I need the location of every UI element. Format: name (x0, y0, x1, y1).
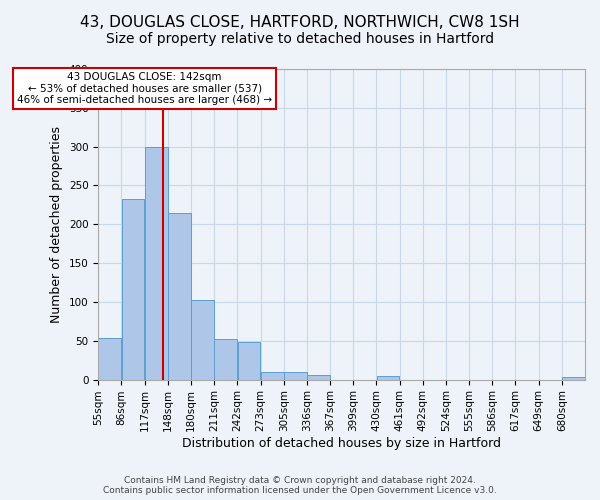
Bar (122, 200, 145, 380)
Bar (377, 376, 400, 380)
Bar (191, 300, 214, 380)
Bar (562, 378, 585, 380)
Text: Contains HM Land Registry data © Crown copyright and database right 2024.
Contai: Contains HM Land Registry data © Crown c… (103, 476, 497, 495)
Text: Size of property relative to detached houses in Hartford: Size of property relative to detached ho… (106, 32, 494, 46)
Bar (168, 212, 191, 380)
Bar (238, 342, 260, 380)
Text: 43 DOUGLAS CLOSE: 142sqm
← 53% of detached houses are smaller (537)
46% of semi-: 43 DOUGLAS CLOSE: 142sqm ← 53% of detach… (17, 72, 272, 105)
Bar (261, 372, 284, 380)
Bar (284, 372, 307, 380)
Bar (98, 338, 121, 380)
X-axis label: Distribution of detached houses by size in Hartford: Distribution of detached houses by size … (182, 437, 501, 450)
Bar (307, 375, 330, 380)
Bar (214, 339, 237, 380)
Bar (145, 146, 167, 380)
Text: 43, DOUGLAS CLOSE, HARTFORD, NORTHWICH, CW8 1SH: 43, DOUGLAS CLOSE, HARTFORD, NORTHWICH, … (80, 15, 520, 30)
Y-axis label: Number of detached properties: Number of detached properties (50, 126, 63, 323)
